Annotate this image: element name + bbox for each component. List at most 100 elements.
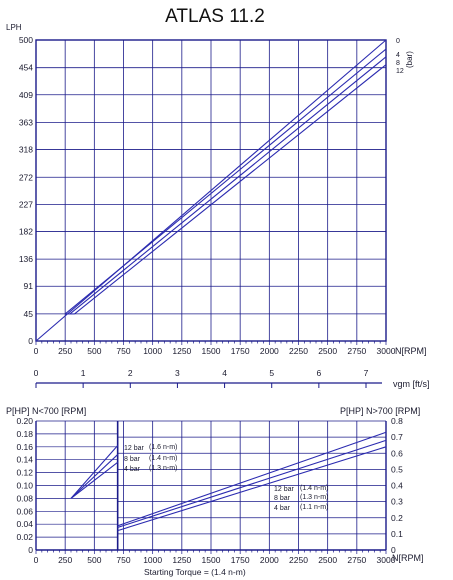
power-low-series-torque: (1.3 n-m) — [149, 465, 177, 472]
flow-y-tick-label: 91 — [24, 281, 34, 291]
power-left-tick-label: 0.12 — [16, 468, 33, 478]
power-right-tick-label: 0.8 — [391, 416, 403, 426]
power-footer: Starting Torque = (1.4 n-m) — [144, 567, 246, 577]
power-x-ticks: 0 250 500 750 1000 1250 1500 1750 2000 2250 2500 27… — [34, 555, 396, 565]
velocity-tick-label: 7 — [364, 368, 369, 378]
power-right-tick-label: 0 — [391, 545, 396, 555]
flow-y-tick-label: 45 — [24, 309, 34, 319]
power-high-series-line — [117, 439, 387, 528]
power-x-tick-label: 0 — [34, 555, 39, 565]
power-left-tick-label: 0.04 — [16, 519, 33, 529]
power-grid — [35, 420, 387, 554]
velocity-tick-label: 3 — [175, 368, 180, 378]
flow-x-tick-label: 1750 — [231, 346, 250, 356]
flow-x-tick-label: 2750 — [347, 346, 366, 356]
power-series-labels: 12 bar (1.6 n-m) 8 bar (1.4 n-m) 4 bar (1.3 n… — [124, 444, 328, 512]
flow-series-line — [64, 48, 387, 315]
power-left-tick-label: 0.10 — [16, 481, 33, 491]
flow-y-tick-label: 409 — [19, 90, 33, 100]
flow-x-tick-label: 2500 — [318, 346, 337, 356]
power-left-tick-label: 0.14 — [16, 455, 33, 465]
flow-grid — [35, 39, 387, 345]
power-x-tick-label: 250 — [58, 555, 72, 565]
velocity-scale: 0 1 2 3 4 5 6 7 vgm [ft/s] — [34, 368, 430, 389]
power-low-series-name: 4 bar — [124, 466, 141, 473]
flow-y-tick-label: 182 — [19, 226, 33, 236]
power-left-tick-label: 0.18 — [16, 429, 33, 439]
power-high-series-torque: (1.3 n-m) — [300, 494, 328, 501]
power-xlabel: N[RPM] — [392, 553, 424, 563]
power-right-tick-label: 0.4 — [391, 481, 403, 491]
flow-y-tick-label: 363 — [19, 117, 33, 127]
flow-series-line — [69, 56, 387, 315]
flow-x-tick-label: 500 — [87, 346, 101, 356]
power-right-ticks: 0 0.1 0.2 0.3 0.4 0.5 0.6 0.7 0.8 — [391, 416, 403, 555]
flow-x-tick-label: 3000 — [377, 346, 396, 356]
velocity-ticks: 0 1 2 3 4 5 6 7 — [34, 368, 369, 388]
flow-y-tick-label: 500 — [19, 35, 33, 45]
power-left-tick-label: 0.08 — [16, 493, 33, 503]
power-high-series-line — [117, 431, 387, 527]
power-high-series-name: 8 bar — [274, 495, 291, 502]
power-right-tick-label: 0.5 — [391, 464, 403, 474]
power-x-tick-label: 2500 — [318, 555, 337, 565]
power-low-series-line — [70, 445, 119, 499]
power-right-tick-label: 0.7 — [391, 432, 403, 442]
flow-legend-entry: 0 — [396, 38, 400, 45]
power-x-tick-label: 2250 — [289, 555, 308, 565]
power-x-tick-label: 2000 — [260, 555, 279, 565]
power-left-ticks: 0 0.02 0.04 0.06 0.08 0.10 0.12 0.14 0.16 0.18 0.2… — [16, 416, 33, 555]
flow-x-tick-label: 1000 — [143, 346, 162, 356]
power-x-tick-label: 2750 — [347, 555, 366, 565]
flow-x-ticks: 0 250 500 750 1000 1250 1500 1750 2000 2250 2500 27… — [34, 346, 396, 356]
power-high-series-torque: (1.4 n-m) — [300, 485, 328, 492]
flow-y-tick-label: 272 — [19, 172, 33, 182]
power-high-series-torque: (1.1 n-m) — [300, 504, 328, 511]
power-x-tick-label: 1500 — [202, 555, 221, 565]
power-low-series-name: 8 bar — [124, 456, 141, 463]
flow-y-tick-label: 0 — [28, 336, 33, 346]
flow-x-tick-label: 250 — [58, 346, 72, 356]
flow-y-tick-label: 318 — [19, 145, 33, 155]
power-x-tick-label: 3000 — [377, 555, 396, 565]
power-low-series-line — [70, 454, 119, 499]
power-high-series-line — [117, 446, 387, 532]
flow-series — [35, 39, 387, 342]
flow-x-tick-label: 2000 — [260, 346, 279, 356]
power-right-tick-label: 0.3 — [391, 497, 403, 507]
flow-legend-entry: 8 — [396, 60, 400, 67]
power-left-tick-label: 0 — [28, 545, 33, 555]
flow-x-tick-label: 750 — [116, 346, 130, 356]
velocity-tick-label: 1 — [81, 368, 86, 378]
power-left-tick-label: 0.06 — [16, 506, 33, 516]
flow-y-tick-label: 227 — [19, 199, 33, 209]
power-x-tick-label: 750 — [116, 555, 130, 565]
power-left-tick-label: 0.02 — [16, 532, 33, 542]
flow-series-line — [35, 39, 387, 342]
power-low-series-torque: (1.4 n-m) — [149, 455, 177, 462]
velocity-tick-label: 2 — [128, 368, 133, 378]
power-left-tick-label: 0.20 — [16, 416, 33, 426]
flow-legend-entry: 12 — [396, 68, 404, 75]
flow-x-tick-label: 0 — [34, 346, 39, 356]
velocity-tick-label: 6 — [316, 368, 321, 378]
flow-y-tick-label: 136 — [19, 254, 33, 264]
power-right-label: P[HP] N>700 [RPM] — [340, 406, 420, 416]
flow-x-tick-label: 2250 — [289, 346, 308, 356]
power-chart: P[HP] N<700 [RPM] P[HP] N>700 [RPM] 0 0.0… — [6, 406, 424, 577]
power-left-tick-label: 0.16 — [16, 442, 33, 452]
flow-ylabel: LPH — [6, 23, 22, 32]
velocity-xlabel: vgm [ft/s] — [393, 379, 430, 389]
flow-y-tick-label: 454 — [19, 63, 33, 73]
power-series — [70, 431, 387, 532]
flow-legend-unit: (bar) — [405, 51, 414, 68]
chart-title: ATLAS 11.2 — [165, 6, 265, 27]
power-x-tick-label: 500 — [87, 555, 101, 565]
power-low-series-name: 12 bar — [124, 445, 145, 452]
power-low-series-torque: (1.6 n-m) — [149, 444, 177, 451]
power-high-series-name: 12 bar — [274, 486, 295, 493]
flow-x-tick-label: 1250 — [172, 346, 191, 356]
flow-legend-entry: 4 — [396, 52, 400, 59]
flow-x-tick-label: 1500 — [202, 346, 221, 356]
